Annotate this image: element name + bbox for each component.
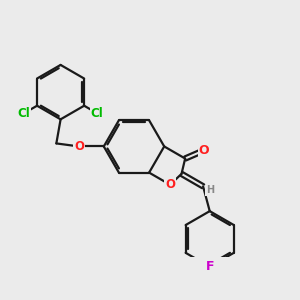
- Text: H: H: [206, 185, 214, 195]
- Text: Cl: Cl: [91, 107, 103, 120]
- Text: O: O: [199, 144, 209, 157]
- Text: O: O: [165, 178, 175, 191]
- Text: Cl: Cl: [18, 107, 31, 120]
- Text: O: O: [74, 140, 84, 153]
- Text: F: F: [206, 260, 214, 273]
